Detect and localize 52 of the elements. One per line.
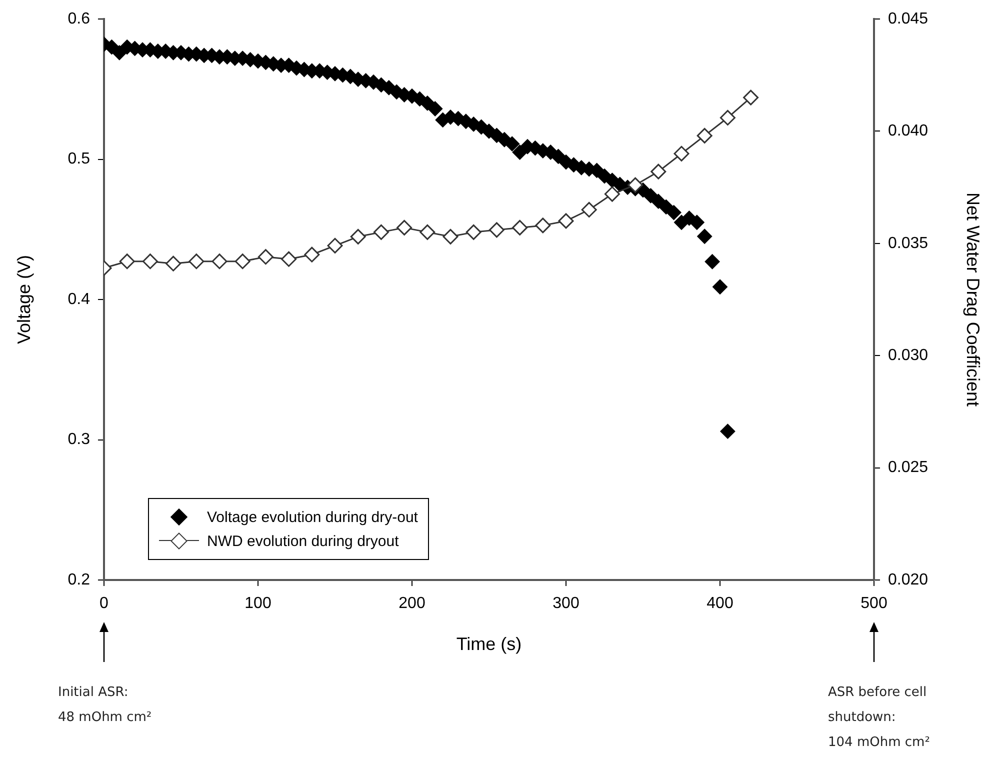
point bbox=[188, 254, 204, 270]
y2-tick-label: 0.030 bbox=[888, 347, 928, 364]
y-tick-label: 0.4 bbox=[68, 290, 90, 308]
x-tick-label: 300 bbox=[552, 595, 580, 612]
point bbox=[234, 254, 250, 270]
point bbox=[696, 128, 712, 144]
text: ASR before cell shutdown: 104 mOhm cm² bbox=[828, 684, 930, 752]
point bbox=[420, 224, 436, 240]
point bbox=[258, 249, 274, 265]
y-tick-label: 0.3 bbox=[68, 431, 90, 448]
y2-axis-title: Net Water Drag Coefficient bbox=[963, 192, 984, 407]
point bbox=[720, 110, 736, 126]
point bbox=[373, 224, 389, 240]
point bbox=[581, 202, 597, 218]
point bbox=[281, 251, 297, 267]
legend-label: NWD evolution during dryout bbox=[207, 532, 399, 550]
legend-label: Voltage evolution during dry-out bbox=[207, 508, 418, 526]
x-tick-label: 0 bbox=[100, 595, 109, 612]
point bbox=[142, 254, 158, 270]
y2-tick-label: 0.035 bbox=[888, 234, 928, 252]
x-tick-label: 500 bbox=[860, 595, 888, 612]
point bbox=[350, 228, 366, 244]
point bbox=[212, 254, 228, 270]
y-tick-label: 0.5 bbox=[68, 150, 90, 168]
point bbox=[674, 146, 690, 162]
point bbox=[119, 254, 135, 270]
point bbox=[650, 164, 666, 180]
point bbox=[558, 213, 574, 229]
y-axis-title: Voltage (V) bbox=[14, 254, 34, 344]
y-tick-label: 0.6 bbox=[68, 10, 90, 28]
y2-tick-label: 0.045 bbox=[888, 10, 928, 28]
text: Initial ASR: 48 mOhm cm² bbox=[58, 684, 152, 727]
point bbox=[396, 220, 412, 236]
y2-tick-label: 0.040 bbox=[888, 122, 928, 140]
x-tick-label: 200 bbox=[398, 595, 426, 612]
point bbox=[166, 256, 182, 272]
point bbox=[535, 218, 551, 234]
point bbox=[512, 220, 528, 236]
y2-tick-label: 0.020 bbox=[888, 571, 928, 588]
point bbox=[442, 228, 458, 244]
point bbox=[304, 246, 320, 262]
x-tick-label: 400 bbox=[706, 595, 734, 612]
point bbox=[604, 186, 620, 202]
point bbox=[466, 224, 482, 240]
y-tick-label: 0.2 bbox=[68, 571, 90, 588]
point bbox=[327, 238, 343, 254]
point bbox=[628, 177, 644, 193]
x-tick-label: 100 bbox=[244, 595, 272, 612]
y2-tick-label: 0.025 bbox=[888, 459, 928, 476]
x-axis-title: Time (s) bbox=[456, 634, 522, 654]
point bbox=[743, 90, 759, 106]
point bbox=[488, 222, 504, 238]
